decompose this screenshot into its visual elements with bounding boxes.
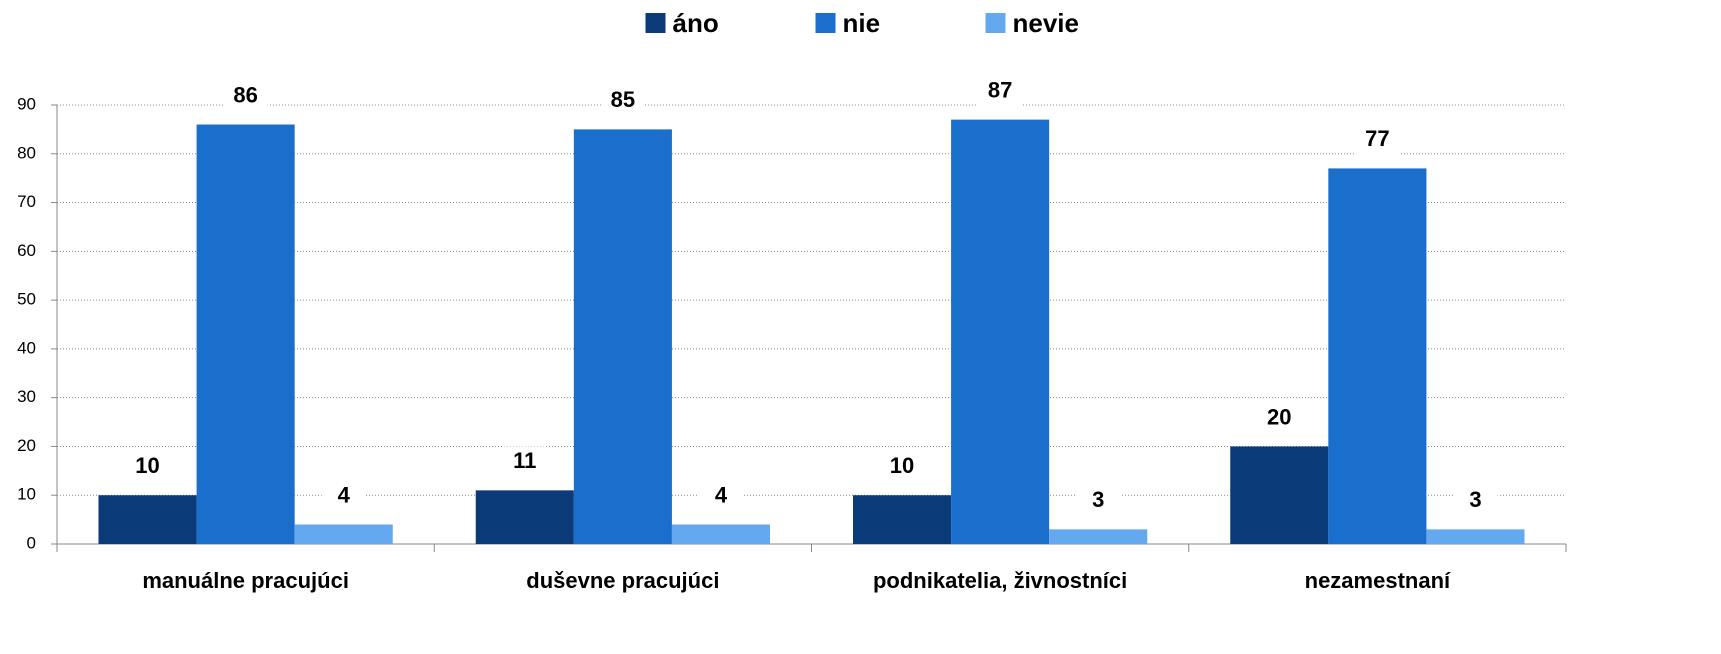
bar	[951, 119, 1050, 544]
bar	[1328, 168, 1427, 544]
x-tick-label: duševne pracujúci	[526, 568, 719, 593]
bar	[475, 490, 574, 544]
data-label-bg	[880, 451, 925, 482]
data-label: 77	[1365, 126, 1389, 151]
y-tick-label: 20	[17, 436, 36, 455]
data-label: 85	[611, 87, 635, 112]
legend-label: nie	[843, 8, 881, 38]
x-tick-label: podnikatelia, živnostníci	[873, 568, 1127, 593]
data-label-bg	[978, 75, 1023, 106]
legend-label: nevie	[1013, 8, 1080, 38]
bar	[196, 124, 295, 544]
data-label-bg	[600, 85, 645, 116]
data-label: 86	[233, 82, 257, 107]
bar	[1230, 446, 1329, 544]
y-tick-label: 50	[17, 290, 36, 309]
legend-label: áno	[673, 8, 719, 38]
y-tick-label: 60	[17, 241, 36, 260]
bar	[671, 524, 771, 544]
legend-swatch	[815, 13, 836, 33]
data-label-bg	[502, 446, 547, 477]
bar	[1049, 529, 1148, 544]
y-tick-label: 70	[17, 192, 36, 211]
data-label-bg	[1076, 485, 1121, 516]
bar	[1426, 529, 1525, 544]
data-label: 3	[1469, 487, 1481, 512]
bar	[98, 495, 197, 544]
data-label: 87	[988, 77, 1012, 102]
y-tick-label: 90	[17, 94, 36, 113]
data-label: 10	[890, 453, 914, 478]
data-label-bg	[698, 480, 743, 511]
data-label: 4	[715, 482, 728, 507]
data-label-bg	[321, 480, 366, 511]
bar	[852, 495, 952, 544]
y-tick-label: 30	[17, 387, 36, 406]
y-tick-label: 80	[17, 143, 36, 162]
data-label-bg	[223, 80, 268, 111]
x-tick-label: nezamestnaní	[1305, 568, 1451, 593]
data-label-bg	[125, 451, 170, 482]
legend-swatch	[645, 13, 666, 33]
bar	[573, 129, 672, 544]
x-tick-label: manuálne pracujúci	[142, 568, 349, 593]
legend-swatch	[985, 13, 1006, 33]
y-tick-label: 0	[27, 533, 36, 552]
data-label: 4	[338, 482, 351, 507]
data-label: 20	[1267, 404, 1291, 429]
data-label: 10	[135, 453, 159, 478]
data-label: 3	[1092, 487, 1104, 512]
data-label: 11	[513, 448, 536, 473]
data-label-bg	[1453, 485, 1498, 516]
y-tick-label: 40	[17, 338, 36, 357]
y-tick-label: 10	[17, 485, 36, 504]
data-label-bg	[1257, 402, 1302, 433]
data-label-bg	[1355, 124, 1400, 155]
bar	[294, 524, 393, 544]
